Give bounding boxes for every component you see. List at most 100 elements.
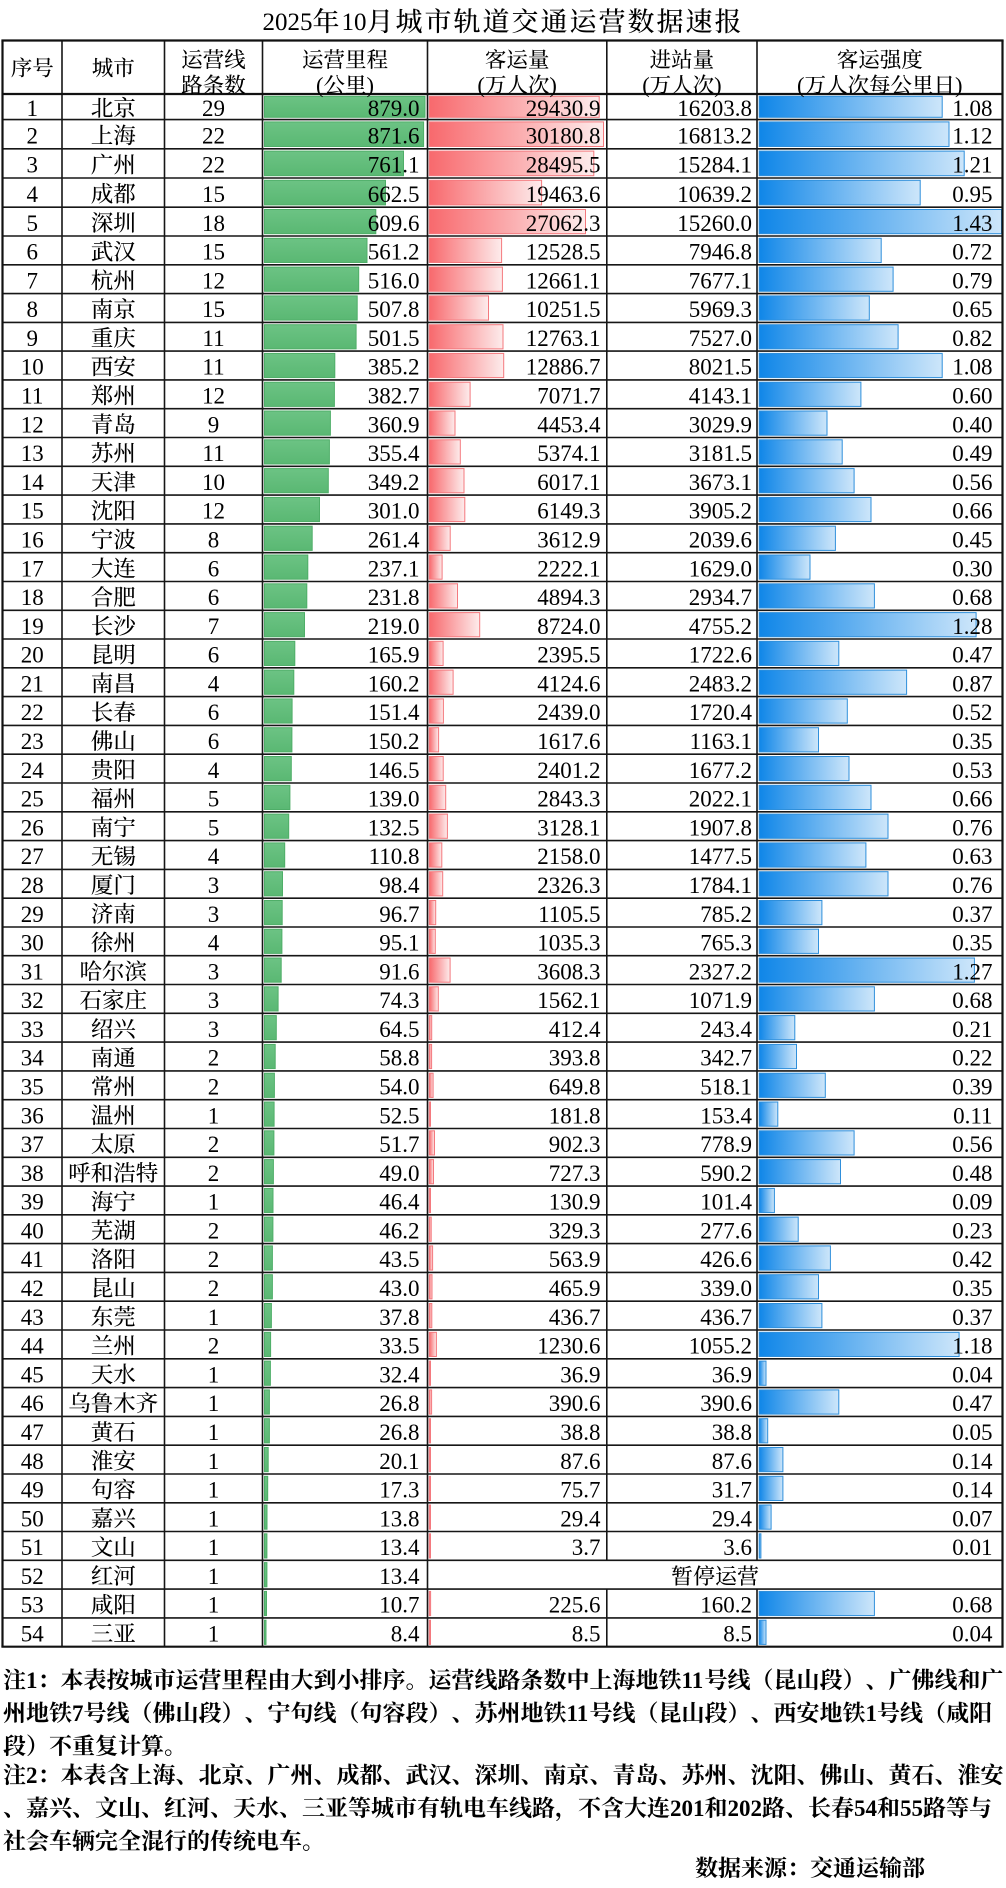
svg-text:0.66: 0.66 (952, 499, 992, 524)
svg-text:2: 2 (208, 1046, 220, 1071)
svg-text:9: 9 (27, 326, 39, 351)
svg-text:34: 34 (21, 1046, 45, 1071)
svg-text:11: 11 (567, 1701, 589, 1726)
svg-text:1071.9: 1071.9 (689, 988, 752, 1013)
svg-text:0.35: 0.35 (952, 729, 992, 754)
svg-text:10639.2: 10639.2 (677, 182, 752, 207)
svg-text:1.27: 1.27 (952, 959, 992, 984)
svg-text:25: 25 (21, 787, 44, 812)
svg-text:1: 1 (26, 1668, 38, 1693)
svg-text:8.5: 8.5 (572, 1622, 601, 1647)
svg-text:0.22: 0.22 (952, 1046, 992, 1071)
svg-text:219.0: 219.0 (368, 614, 420, 639)
svg-text:3612.9: 3612.9 (537, 528, 600, 553)
svg-text:0.07: 0.07 (952, 1506, 992, 1531)
svg-text:3029.9: 3029.9 (689, 412, 752, 437)
svg-text:2401.2: 2401.2 (537, 758, 600, 783)
svg-text:2: 2 (208, 1075, 220, 1100)
svg-text:13: 13 (21, 441, 44, 466)
svg-text:1477.5: 1477.5 (689, 844, 752, 869)
svg-text:5: 5 (208, 787, 220, 812)
svg-text:5: 5 (27, 211, 39, 236)
svg-text:6149.3: 6149.3 (537, 499, 600, 524)
svg-text:46.4: 46.4 (379, 1190, 420, 1215)
svg-text:1720.4: 1720.4 (689, 700, 753, 725)
svg-text:518.1: 518.1 (700, 1075, 752, 1100)
svg-text:1: 1 (208, 1506, 220, 1531)
svg-text:1: 1 (208, 1190, 220, 1215)
svg-text:): ) (367, 73, 375, 98)
svg-text:0.45: 0.45 (952, 528, 992, 553)
svg-text:51: 51 (21, 1535, 44, 1560)
svg-text:22: 22 (21, 700, 44, 725)
svg-text:11: 11 (682, 1668, 704, 1693)
svg-text:160.2: 160.2 (368, 671, 420, 696)
svg-text:8: 8 (208, 528, 220, 553)
svg-text:3: 3 (208, 902, 220, 927)
svg-text:202: 202 (728, 1796, 763, 1821)
svg-text:7677.1: 7677.1 (689, 268, 752, 293)
svg-text:0.68: 0.68 (952, 585, 992, 610)
svg-text:3673.1: 3673.1 (689, 470, 752, 495)
svg-text:54: 54 (854, 1796, 878, 1821)
svg-text:390.6: 390.6 (549, 1391, 601, 1416)
svg-text:17: 17 (21, 556, 44, 581)
svg-text:355.4: 355.4 (368, 441, 420, 466)
svg-text:1784.1: 1784.1 (689, 873, 752, 898)
svg-text:0.76: 0.76 (952, 873, 992, 898)
svg-text:231.8: 231.8 (368, 585, 420, 610)
svg-text:16203.8: 16203.8 (677, 96, 752, 121)
svg-text:2843.3: 2843.3 (537, 787, 600, 812)
svg-text:51.7: 51.7 (379, 1132, 419, 1157)
svg-text:3: 3 (208, 873, 220, 898)
svg-text:38.8: 38.8 (712, 1420, 752, 1445)
svg-text:3128.1: 3128.1 (537, 815, 600, 840)
svg-text:16813.2: 16813.2 (677, 123, 752, 148)
svg-text:7: 7 (27, 268, 39, 293)
svg-text:1.28: 1.28 (952, 614, 992, 639)
svg-text:153.4: 153.4 (700, 1103, 752, 1128)
svg-text:96.7: 96.7 (379, 902, 419, 927)
svg-text:0.63: 0.63 (952, 844, 992, 869)
svg-text:19463.6: 19463.6 (526, 182, 601, 207)
svg-text:0.21: 0.21 (952, 1017, 992, 1042)
svg-text:12: 12 (21, 412, 44, 437)
svg-text:563.9: 563.9 (549, 1247, 601, 1272)
svg-text:382.7: 382.7 (368, 384, 420, 409)
svg-text:16: 16 (21, 528, 44, 553)
svg-text:349.2: 349.2 (368, 470, 420, 495)
svg-text:52: 52 (21, 1564, 44, 1589)
svg-text:1: 1 (208, 1391, 220, 1416)
svg-text:6: 6 (27, 240, 39, 265)
svg-text:2439.0: 2439.0 (537, 700, 600, 725)
svg-text:): ) (714, 73, 722, 98)
svg-text:1: 1 (208, 1420, 220, 1445)
svg-text:10251.5: 10251.5 (526, 297, 601, 322)
svg-text:26.8: 26.8 (379, 1420, 419, 1445)
svg-text:52.5: 52.5 (379, 1103, 419, 1128)
svg-text:49: 49 (21, 1478, 44, 1503)
svg-text:0.66: 0.66 (952, 787, 992, 812)
svg-text:649.8: 649.8 (549, 1075, 601, 1100)
svg-text:4: 4 (208, 931, 220, 956)
svg-text:22: 22 (202, 153, 225, 178)
svg-text:15260.0: 15260.0 (677, 211, 752, 236)
svg-text:2222.1: 2222.1 (537, 556, 600, 581)
svg-text:0.68: 0.68 (952, 1593, 992, 1618)
svg-text:32.4: 32.4 (379, 1362, 420, 1387)
svg-text:110.8: 110.8 (369, 844, 420, 869)
svg-text:(: ( (797, 73, 805, 98)
svg-text:8: 8 (27, 297, 39, 322)
svg-text:8021.5: 8021.5 (689, 355, 752, 380)
svg-text:0.65: 0.65 (952, 297, 992, 322)
svg-text:561.2: 561.2 (368, 240, 420, 265)
svg-text:5969.3: 5969.3 (689, 297, 752, 322)
svg-text:9: 9 (208, 412, 220, 437)
svg-text:1: 1 (208, 1305, 220, 1330)
svg-text:1163.1: 1163.1 (690, 729, 752, 754)
svg-text:12: 12 (202, 499, 225, 524)
svg-text:465.9: 465.9 (549, 1276, 601, 1301)
svg-text:4: 4 (208, 758, 220, 783)
svg-text:146.5: 146.5 (368, 758, 420, 783)
svg-text:33: 33 (21, 1017, 44, 1042)
